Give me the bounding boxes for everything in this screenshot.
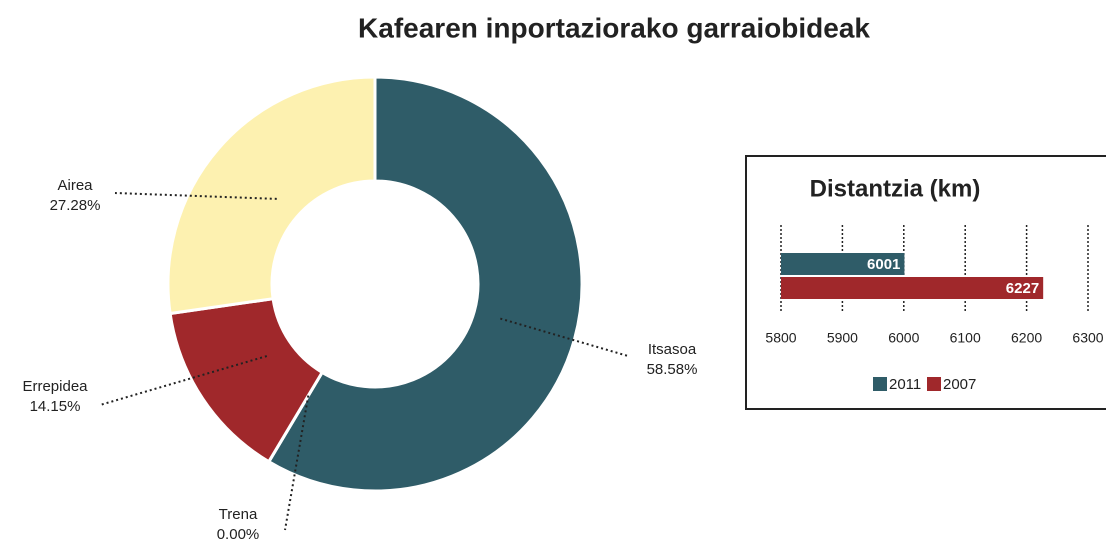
bar-value-label: 6227 [1006, 280, 1039, 297]
slice-label: Trena [219, 506, 258, 523]
leader-line [99, 355, 268, 406]
slice-value: 14.15% [30, 398, 81, 415]
leader-line [114, 192, 277, 200]
x-tick-label: 6000 [888, 330, 919, 346]
donut-slice [266, 75, 584, 493]
x-tick-label: 6100 [950, 330, 981, 346]
x-tick-label: 5800 [765, 330, 796, 346]
legend-label: 2007 [943, 376, 976, 393]
inset-title: Distantzia (km) [810, 175, 981, 202]
chart-title: Kafearen inportaziorako garraiobideak [358, 12, 870, 43]
legend-swatch [873, 377, 887, 391]
donut-slice [166, 75, 377, 316]
x-tick-label: 5900 [827, 330, 858, 346]
bar [781, 253, 905, 275]
slice-label: Airea [57, 177, 93, 194]
leader-line [500, 317, 629, 357]
slice-value: 58.58% [647, 361, 698, 378]
slice-value: 27.28% [50, 197, 101, 214]
x-tick-label: 6200 [1011, 330, 1042, 346]
x-tick-label: 6300 [1072, 330, 1103, 346]
legend-label: 2011 [889, 376, 921, 393]
donut-slice [168, 296, 325, 464]
bar [781, 277, 1044, 299]
slice-label: Errepidea [22, 378, 88, 395]
legend-swatch [927, 377, 941, 391]
slice-label: Itsasoa [648, 341, 697, 358]
bar-value-label: 6001 [867, 256, 900, 273]
slice-value: 0.00% [217, 526, 260, 543]
